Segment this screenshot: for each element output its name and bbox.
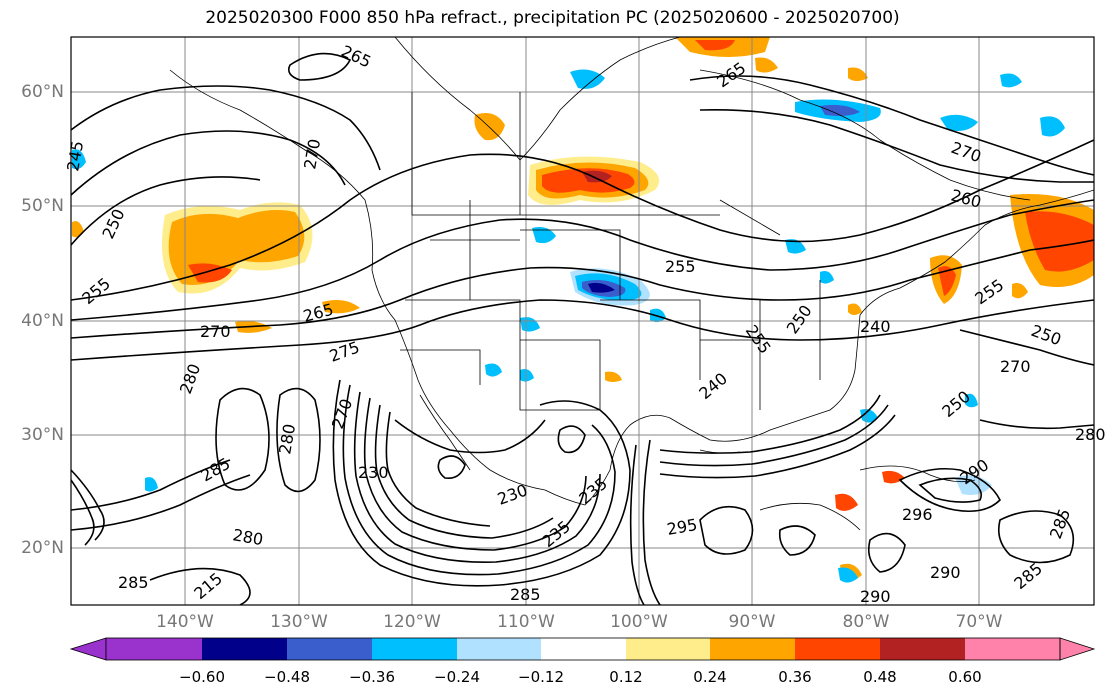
contour-label: 230 (358, 463, 389, 482)
colorbar (69, 637, 1096, 661)
lon-label: 70°W (955, 612, 1003, 632)
colorbar-bin (880, 638, 965, 660)
colorbar-tick: 0.48 (863, 668, 897, 686)
colorbar-bin (457, 638, 541, 660)
lon-label: 80°W (842, 612, 890, 632)
colorbar-tick: −0.12 (518, 668, 564, 686)
contour-label: 285 (510, 585, 541, 604)
colorbar-tick: −0.36 (349, 668, 395, 686)
colorbar-tick: 0.24 (693, 668, 727, 686)
contour-label: 240 (860, 317, 891, 336)
colorbar-bin (287, 638, 372, 660)
contour-label: 290 (930, 563, 961, 582)
precipitation-shading (72, 37, 1094, 583)
contour-label: 296 (902, 505, 933, 524)
colorbar-bin (626, 638, 710, 660)
colorbar-bin (965, 638, 1060, 660)
colorbar-frame (105, 637, 1061, 661)
lat-label: 50°N (21, 196, 64, 216)
coastlines (169, 37, 1094, 531)
colorbar-bin (106, 638, 202, 660)
refractivity-contours (71, 52, 1094, 605)
colorbar-extend-low (69, 637, 107, 661)
colorbar-bin (541, 638, 626, 660)
lat-label: 40°N (21, 311, 64, 331)
contour-label: 270 (1000, 357, 1031, 376)
colorbar-tick: 0.36 (778, 668, 812, 686)
map-title: 2025020300 F000 850 hPa refract., precip… (205, 8, 900, 28)
lat-label: 20°N (21, 538, 64, 558)
lon-label: 120°W (383, 612, 441, 632)
colorbar-bin (795, 638, 880, 660)
lon-label: 110°W (497, 612, 555, 632)
contour-label: 255 (665, 257, 696, 276)
contour-label: 280 (1075, 425, 1105, 444)
lon-label: 130°W (270, 612, 328, 632)
lat-label: 30°N (21, 425, 64, 445)
colorbar-tick: −0.48 (264, 668, 310, 686)
graticule (71, 37, 1094, 605)
contour-label: 285 (118, 573, 149, 592)
colorbar-extend-high (1059, 637, 1096, 661)
contour-label: 290 (860, 587, 891, 606)
colorbar-bin (372, 638, 457, 660)
lon-label: 90°W (728, 612, 776, 632)
colorbar-tick: 0.12 (609, 668, 643, 686)
colorbar-bin (202, 638, 287, 660)
colorbar-bin (710, 638, 795, 660)
lon-label: 100°W (610, 612, 668, 632)
lon-label: 140°W (156, 612, 214, 632)
contour-label: 270 (200, 322, 231, 341)
map-frame (70, 36, 1095, 606)
colorbar-tick: 0.60 (948, 668, 982, 686)
colorbar-tick: −0.24 (434, 668, 480, 686)
colorbar-tick: −0.60 (179, 668, 225, 686)
lat-label: 60°N (21, 82, 64, 102)
